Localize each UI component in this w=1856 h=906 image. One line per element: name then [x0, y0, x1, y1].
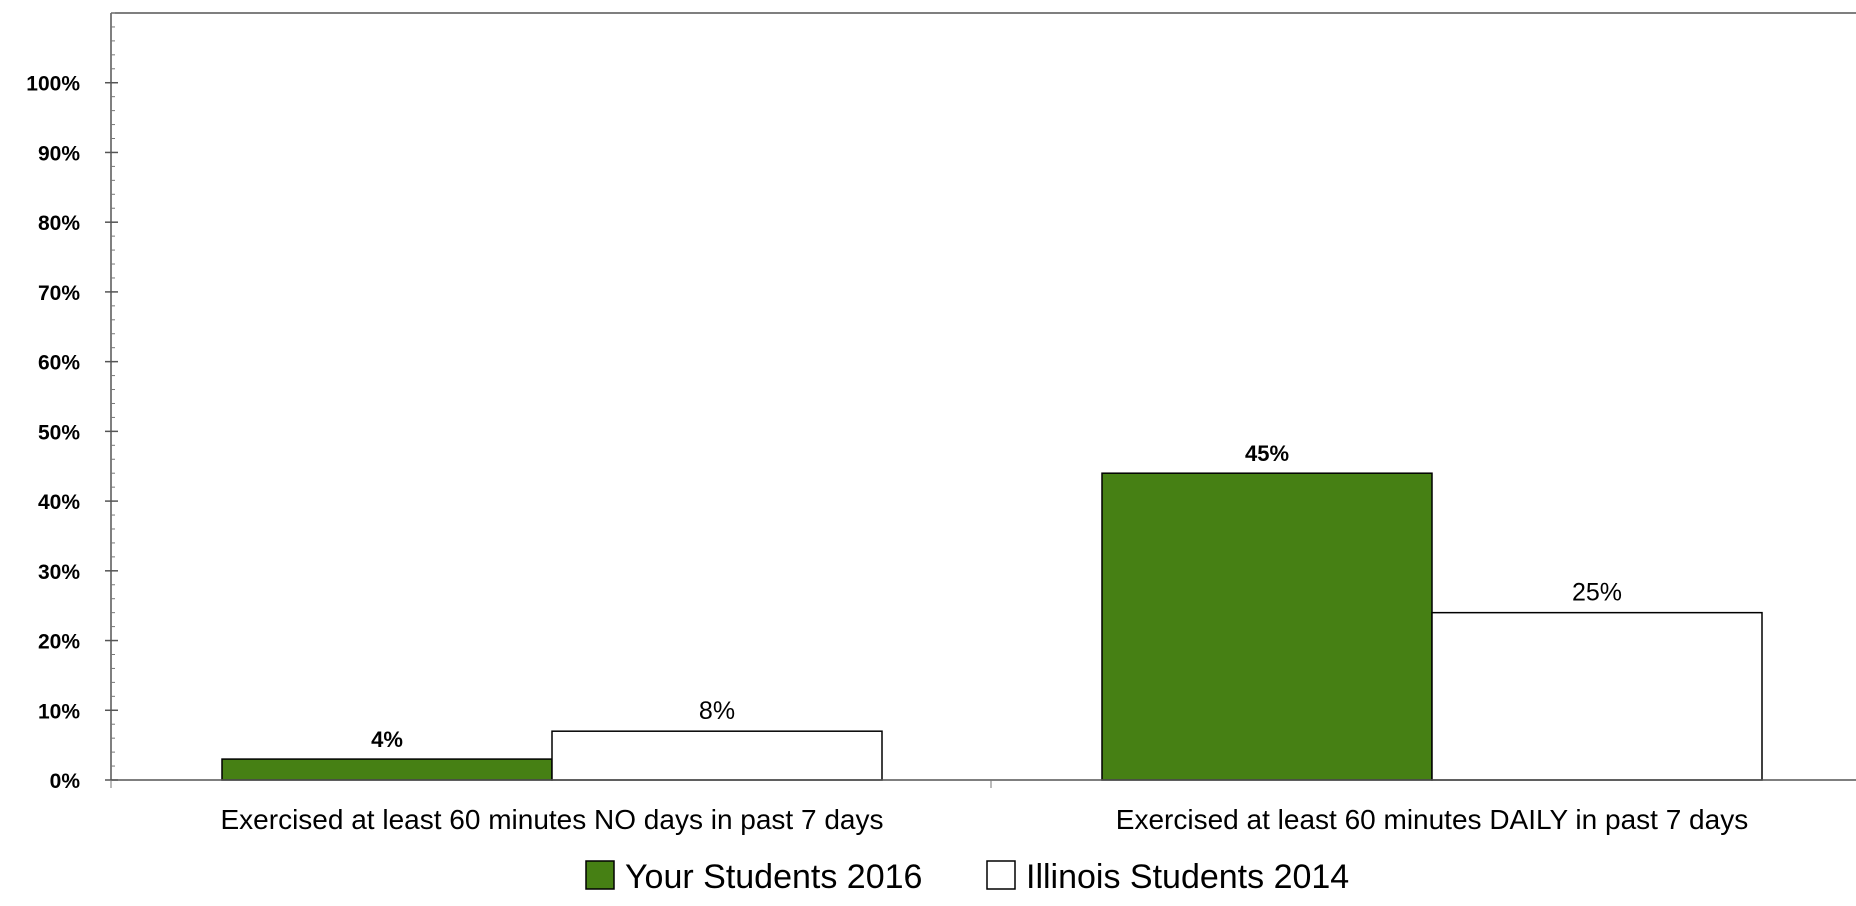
y-tick-label: 70%: [38, 282, 80, 305]
y-tick-label: 90%: [38, 142, 80, 165]
y-tick-label: 10%: [38, 700, 80, 723]
data-label: 4%: [371, 727, 403, 752]
y-tick-label: 60%: [38, 352, 80, 375]
bar: [551, 730, 883, 781]
y-tick-label: 100%: [26, 73, 80, 96]
bars: [221, 472, 1763, 781]
y-tick-label: 30%: [38, 561, 80, 584]
bar: [1431, 611, 1763, 781]
legend-label: Your Students 2016: [625, 858, 922, 896]
data-label: 25%: [1572, 579, 1622, 607]
y-tick-label: 0%: [50, 770, 81, 793]
bar: [1101, 472, 1433, 781]
data-label: 8%: [699, 697, 735, 725]
legend-swatch: [986, 860, 1016, 890]
y-axis: 0% 10% 20% 30% 40% 50% 60% 70% 80% 90% 100%: [26, 12, 118, 793]
legend-label: Illinois Students 2014: [1026, 858, 1349, 896]
data-labels: 4% 8% 45% 25%: [371, 441, 1622, 752]
legend-swatch: [585, 860, 615, 890]
y-tick-label: 20%: [38, 631, 80, 654]
y-tick-label: 80%: [38, 212, 80, 235]
data-label: 45%: [1245, 441, 1289, 466]
y-tick-label: 50%: [38, 421, 80, 444]
x-axis: Exercised at least 60 minutes NO days in…: [110, 779, 1856, 835]
y-tick-label: 40%: [38, 491, 80, 514]
legend: Your Students 2016 Illinois Students 2014: [585, 858, 1349, 896]
bar: [221, 758, 553, 781]
x-category-label: Exercised at least 60 minutes DAILY in p…: [1116, 804, 1748, 835]
x-category-label: Exercised at least 60 minutes NO days in…: [221, 804, 884, 835]
